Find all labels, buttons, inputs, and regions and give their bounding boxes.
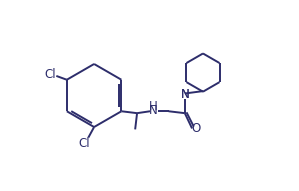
Text: Cl: Cl — [44, 68, 56, 82]
Text: Cl: Cl — [79, 137, 90, 150]
Text: N: N — [180, 88, 189, 101]
Text: N: N — [149, 104, 158, 117]
Text: H: H — [149, 100, 158, 113]
Text: N: N — [180, 88, 189, 101]
Text: O: O — [191, 122, 200, 135]
